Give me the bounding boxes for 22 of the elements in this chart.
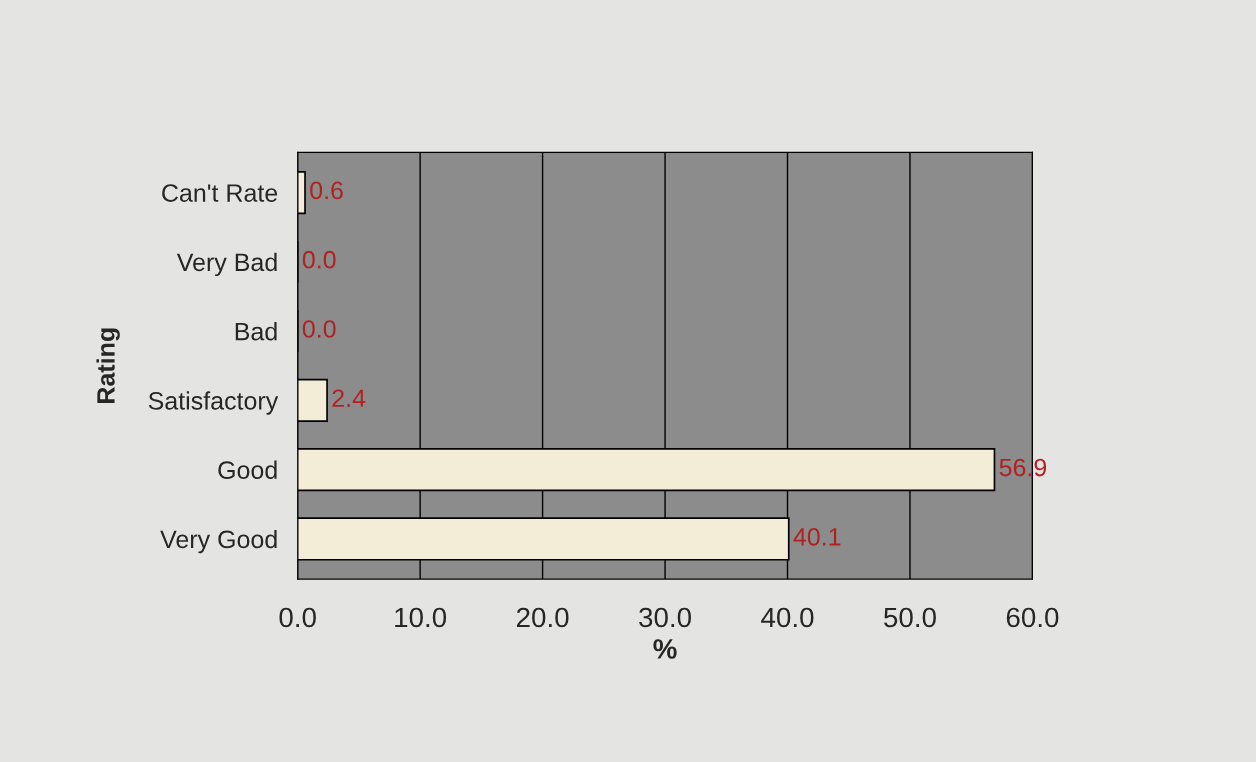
x-axis-title: % <box>653 639 677 659</box>
bar <box>297 170 306 215</box>
x-tick-label: 60.0 <box>1006 607 1059 628</box>
x-tick-label: 30.0 <box>639 607 691 628</box>
x-tick-label: 50.0 <box>884 607 936 628</box>
y-tick-label: Can't Rate <box>162 184 278 202</box>
y-axis-title: Rating <box>96 328 120 403</box>
y-tick-label: Good <box>218 460 277 479</box>
data-label: 2.4 <box>332 389 366 407</box>
data-label: 0.0 <box>302 250 336 269</box>
x-tick-label: 10.0 <box>395 607 447 628</box>
data-label: 0.6 <box>310 181 343 200</box>
y-tick-label: Very Bad <box>176 252 277 277</box>
bar <box>297 378 328 423</box>
y-tick-label: Satisfactory <box>148 391 279 415</box>
x-tick-label: 40.0 <box>761 607 814 628</box>
data-label: 40.1 <box>793 527 841 546</box>
x-tick-label: 20.0 <box>516 607 569 628</box>
x-tick-label: 0.0 <box>279 607 316 628</box>
y-tick-label: Very Good <box>160 529 277 554</box>
data-label: 0.0 <box>302 320 336 338</box>
y-tick-label: Bad <box>235 322 277 341</box>
